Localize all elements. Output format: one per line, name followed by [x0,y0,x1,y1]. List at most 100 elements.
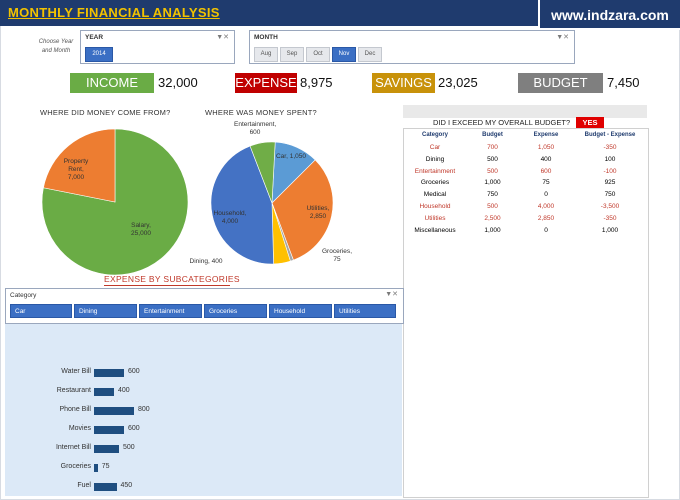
budget-table-cell: Dining [425,155,445,163]
expense-label-utilities: Utilities, 2,850 [306,205,330,220]
budget-table-cell: 2,500 [484,214,501,222]
pie-slice-property-rent[interactable] [43,128,116,203]
bar-internet-bill[interactable] [94,445,119,453]
expense-chart-title: WHERE WAS MONEY SPENT? [205,108,317,117]
category-slicer-label: Category [10,292,37,299]
budget-table-cell: 1,000 [601,226,619,234]
clear-filter-icon[interactable]: ▼✕ [385,291,398,298]
expense-label-groceries-value: 75 [333,256,341,263]
income-label-rent-name: Property Rent [63,158,89,173]
budget-table-cell: 700 [487,144,498,151]
expense-label-utilities-value: 2,850 [309,213,327,220]
category-button-car[interactable]: Car [10,304,72,318]
expense-label-entertainment-name: Entertainment [234,121,275,128]
budget-table-cell: 750 [487,191,498,199]
income-chart-title: WHERE DID MONEY COME FROM? [40,108,171,117]
income-pie-chart [41,128,189,276]
budget-table-cell: -350 [603,214,617,222]
pie-slice-salary[interactable] [41,128,189,276]
kpi-savings-label: SAVINGS [372,73,435,93]
expense-label-dining: Dining, 400 [189,258,223,265]
income-label-rent-value: 7,000 [67,174,85,181]
budget-table-cell: 1,000 [484,226,501,234]
month-option-dec[interactable]: Dec [358,47,382,62]
budget-table-cell: 600 [540,167,552,175]
expense-label-household: Household, 4,000 [213,210,247,225]
budget-header-band [403,105,647,118]
year-slicer-label: YEAR [85,34,104,41]
expense-label-groceries: Groceries, 75 [322,248,352,263]
clear-filter-icon[interactable]: ▼✕ [216,34,229,41]
category-button-groceries[interactable]: Groceries [204,304,267,318]
kpi-income-value: 32,000 [158,75,198,90]
subcategory-title: EXPENSE BY SUBCATEGORIES [104,274,240,286]
bar-value-label: 400 [118,387,130,394]
budget-table-cell: 100 [604,155,616,163]
budget-table-cell: 750 [604,191,616,199]
budget-table-cell: Household [419,203,451,210]
expense-label-dining-value: 400 [211,258,223,265]
bar-category-label: Groceries [60,463,91,470]
month-option-sep[interactable]: Sep [280,47,304,62]
income-label-rent: Property Rent, 7,000 [63,158,89,181]
category-button-household[interactable]: Household [269,304,332,318]
expense-label-car-value: 1,050 [289,153,307,160]
budget-table-cell: -100 [603,167,617,175]
expense-label-utilities-name: Utilities [306,205,328,212]
bar-value-label: 600 [128,368,140,375]
bar-category-label: Water Bill [61,368,91,375]
kpi-expense-label: EXPENSE [235,73,297,93]
budget-table-cell: 500 [487,155,498,163]
bar-fuel[interactable] [94,483,117,491]
budget-table-cell: 500 [487,203,498,210]
bar-phone-bill[interactable] [94,407,134,415]
pie-slice-household[interactable] [210,145,274,265]
kpi-savings-value: 23,025 [438,75,478,90]
category-button-dining[interactable]: Dining [74,304,137,318]
title-bar: MONTHLY FINANCIAL ANALYSIS www.indzara.c… [0,0,680,30]
bar-groceries[interactable] [94,464,98,472]
budget-table-cell: Groceries [420,179,450,187]
expense-label-entertainment: Entertainment, 600 [234,121,277,136]
budget-table-cell: -350 [603,144,617,151]
month-slicer-label: MONTH [254,34,278,41]
bar-value-label: 800 [138,406,150,413]
expense-label-entertainment-value: 600 [249,129,261,136]
bar-category-label: Fuel [77,482,91,489]
budget-column-header: Category [421,132,448,138]
bar-restaurant[interactable] [94,388,114,396]
pie-slice-utilities[interactable] [271,159,334,261]
budget-table-cell: 1,000 [484,179,501,187]
kpi-budget-value: 7,450 [607,75,640,90]
income-label-salary: Salary, 25,000 [131,222,151,237]
pie-slice-entertainment[interactable] [249,141,276,204]
income-label-salary-value: 25,000 [131,230,151,237]
budget-table-cell: 1,050 [537,144,555,151]
expense-label-dining-name: Dining [189,258,208,265]
kpi-budget-label: BUDGET [518,73,603,93]
year-option-2014[interactable]: 2014 [85,47,113,62]
month-option-oct[interactable]: Oct [306,47,330,62]
month-option-nov[interactable]: Nov [332,47,356,62]
bar-value-label: 500 [123,444,135,451]
bar-movies[interactable] [94,426,124,434]
bar-value-label: 75 [101,463,110,470]
expense-label-household-name: Household [213,210,245,217]
budget-table-cell: 0 [544,191,548,199]
bar-value-label: 450 [120,482,133,489]
month-slicer: MONTH ▼✕ Aug Sep Oct Nov Dec [249,30,575,64]
budget-answer-badge: YES [576,117,604,128]
category-button-utilities[interactable]: Utilities [334,304,396,318]
clear-filter-icon[interactable]: ▼✕ [556,34,569,41]
category-button-entertainment[interactable]: Entertainment [139,304,202,318]
budget-table-cell: Medical [423,191,447,199]
bar-category-label: Phone Bill [59,406,91,413]
expense-pie-chart [210,141,334,265]
kpi-income-label: INCOME [70,73,154,93]
budget-column-header: Expense [533,132,559,138]
budget-table-cell: Miscellaneous [414,226,456,234]
brand-logo[interactable]: www.indzara.com [538,0,680,30]
bar-water-bill[interactable] [94,369,124,377]
budget-table-cell: 400 [540,155,552,163]
month-option-aug[interactable]: Aug [254,47,278,62]
